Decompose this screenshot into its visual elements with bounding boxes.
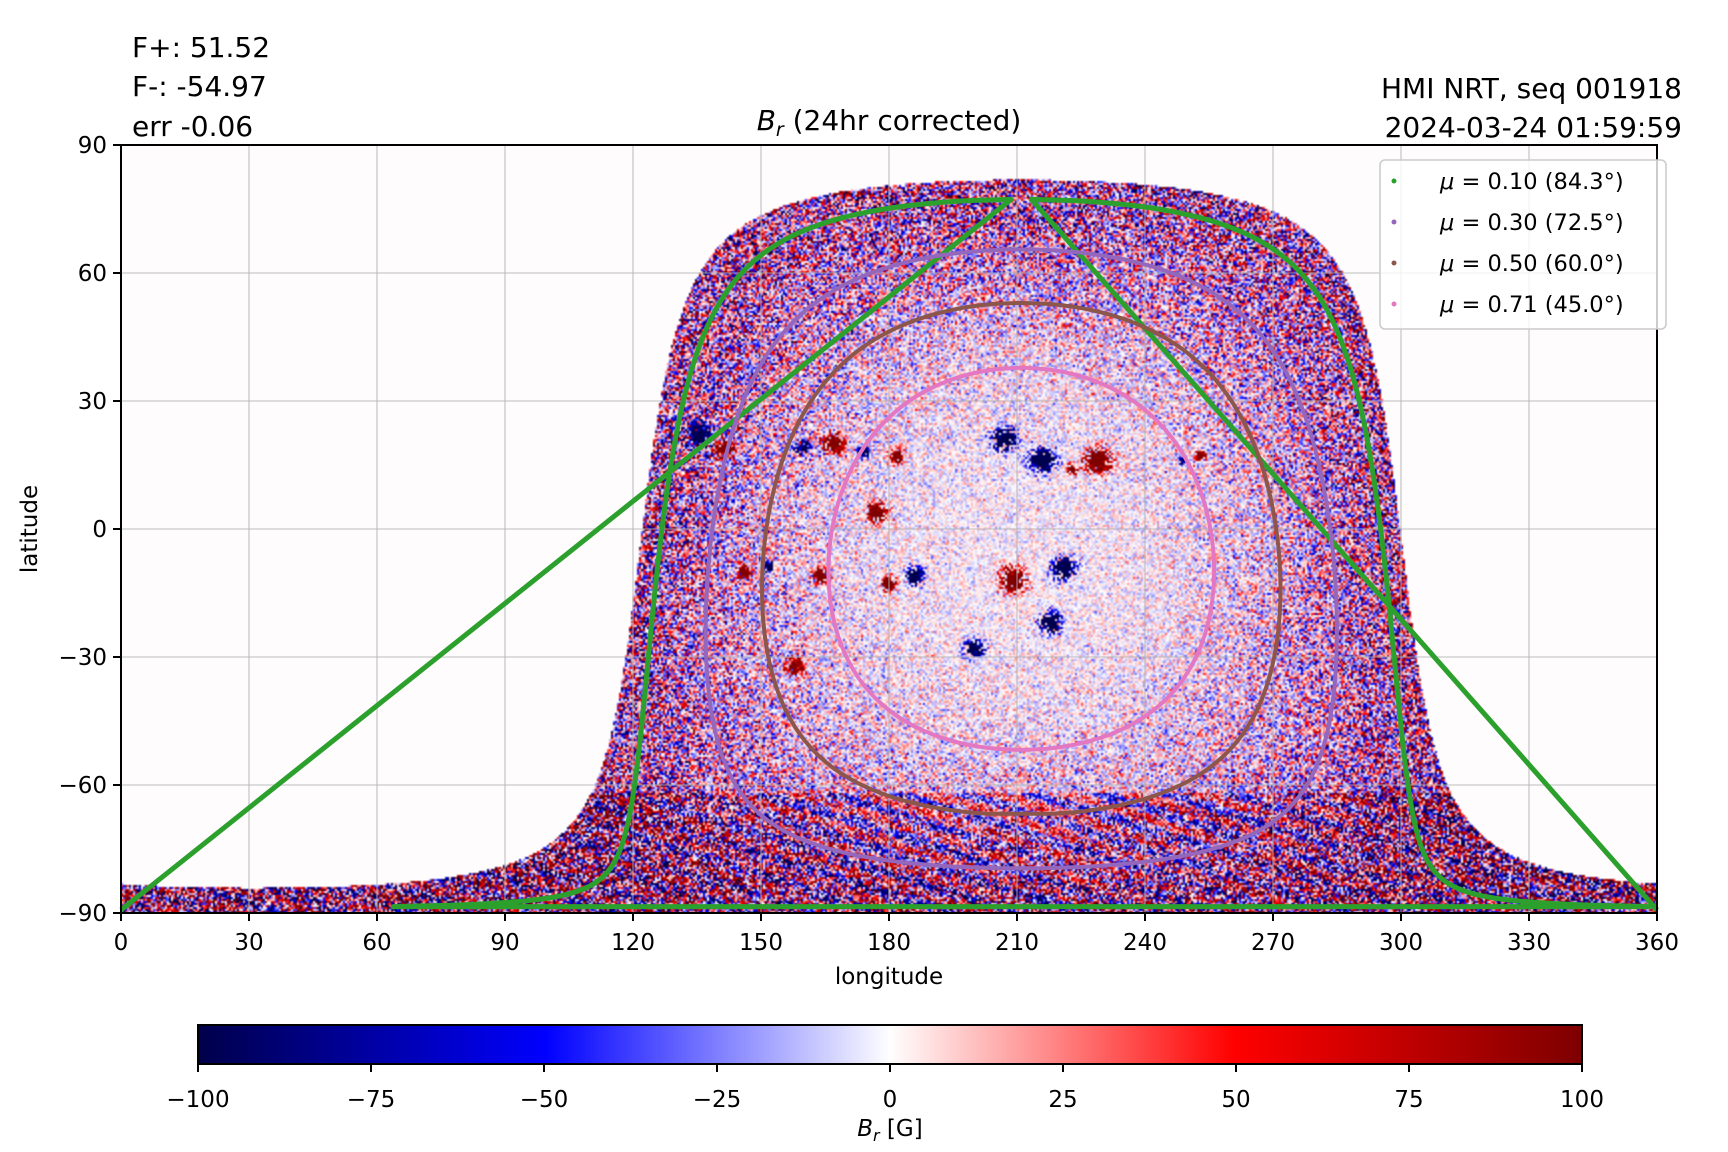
mu-contour <box>119 196 1659 912</box>
instrument-text: HMI NRT, seq 001918 <box>1381 72 1682 105</box>
colorbar-label-subscript: r <box>873 1126 881 1145</box>
mu-contours <box>119 196 1659 912</box>
timestamp-text: 2024-03-24 01:59:59 <box>1385 111 1682 144</box>
legend-marker <box>1391 219 1397 225</box>
legend-marker <box>1391 260 1397 266</box>
colorbar-tick-label: 75 <box>1394 1087 1423 1113</box>
x-tick-label: 240 <box>1123 930 1167 956</box>
colorbar-tick-label: 25 <box>1048 1087 1077 1113</box>
x-tick-label: 120 <box>611 930 655 956</box>
legend-label: μ = 0.71 (45.0°) <box>1439 292 1624 318</box>
y-tick-label: 30 <box>78 389 107 415</box>
flux-error-text: err -0.06 <box>132 110 253 143</box>
colorbar-ticks: −100 −75 −50 −25 0 25 50 75 100 <box>166 1064 1604 1113</box>
colorbar-tick-label: −25 <box>693 1087 742 1113</box>
x-tick-label: 30 <box>234 930 263 956</box>
flux-negative-text: F-: -54.97 <box>132 70 267 103</box>
title-symbol: B <box>757 104 776 137</box>
mu-contour <box>703 247 1339 871</box>
colorbar-tick-label: 0 <box>883 1087 898 1113</box>
flux-positive-text: F+: 51.52 <box>132 31 270 64</box>
colorbar-tick-label: 50 <box>1221 1087 1250 1113</box>
mu-contour <box>760 300 1283 816</box>
mu-contour <box>826 365 1217 752</box>
y-axis-ticks: −90 −60 −30 0 30 60 90 <box>58 133 121 927</box>
colorbar-gradient <box>198 1025 1582 1064</box>
colorbar-tick-label: 100 <box>1560 1087 1604 1113</box>
colorbar-tick-label: −75 <box>347 1087 396 1113</box>
y-tick-label: −90 <box>58 901 107 927</box>
title-rest: (24hr corrected) <box>784 104 1022 137</box>
legend-label: μ = 0.50 (60.0°) <box>1439 251 1624 277</box>
colorbar-tick-label: −100 <box>166 1087 229 1113</box>
colorbar-label-symbol: B <box>857 1116 873 1142</box>
y-axis-label: latitude <box>17 485 43 573</box>
y-tick-label: 90 <box>78 133 107 159</box>
legend-label: μ = 0.30 (72.5°) <box>1439 210 1624 236</box>
plot-title: Br (24hr corrected) <box>757 104 1022 141</box>
x-axis-ticks: 0 30 60 90 120 150 180 210 240 270 300 330 360 <box>114 913 1679 956</box>
x-tick-label: 0 <box>114 930 129 956</box>
colorbar-label-rest: [G] <box>880 1116 923 1142</box>
x-tick-label: 300 <box>1379 930 1423 956</box>
colorbar-frame <box>197 1024 1583 1065</box>
x-tick-label: 210 <box>995 930 1039 956</box>
legend: μ = 0.10 (84.3°) μ = 0.30 (72.5°) μ = 0.50… <box>1379 159 1667 330</box>
legend-box <box>1379 159 1667 330</box>
legend-marker <box>1391 301 1397 307</box>
y-tick-label: 60 <box>78 261 107 287</box>
x-tick-label: 360 <box>1635 930 1679 956</box>
x-axis-label: longitude <box>835 964 943 990</box>
x-tick-label: 150 <box>739 930 783 956</box>
title-subscript: r <box>776 119 785 141</box>
colorbar-label: Br [G] <box>857 1116 922 1145</box>
legend-marker <box>1391 178 1397 184</box>
x-tick-label: 330 <box>1507 930 1551 956</box>
y-tick-label: −60 <box>58 773 107 799</box>
x-tick-label: 90 <box>490 930 519 956</box>
x-tick-label: 180 <box>867 930 911 956</box>
x-tick-label: 60 <box>362 930 391 956</box>
x-tick-label: 270 <box>1251 930 1295 956</box>
y-tick-label: −30 <box>58 645 107 671</box>
legend-label: μ = 0.10 (84.3°) <box>1439 169 1624 195</box>
colorbar-tick-label: −50 <box>520 1087 569 1113</box>
y-tick-label: 0 <box>92 517 107 543</box>
